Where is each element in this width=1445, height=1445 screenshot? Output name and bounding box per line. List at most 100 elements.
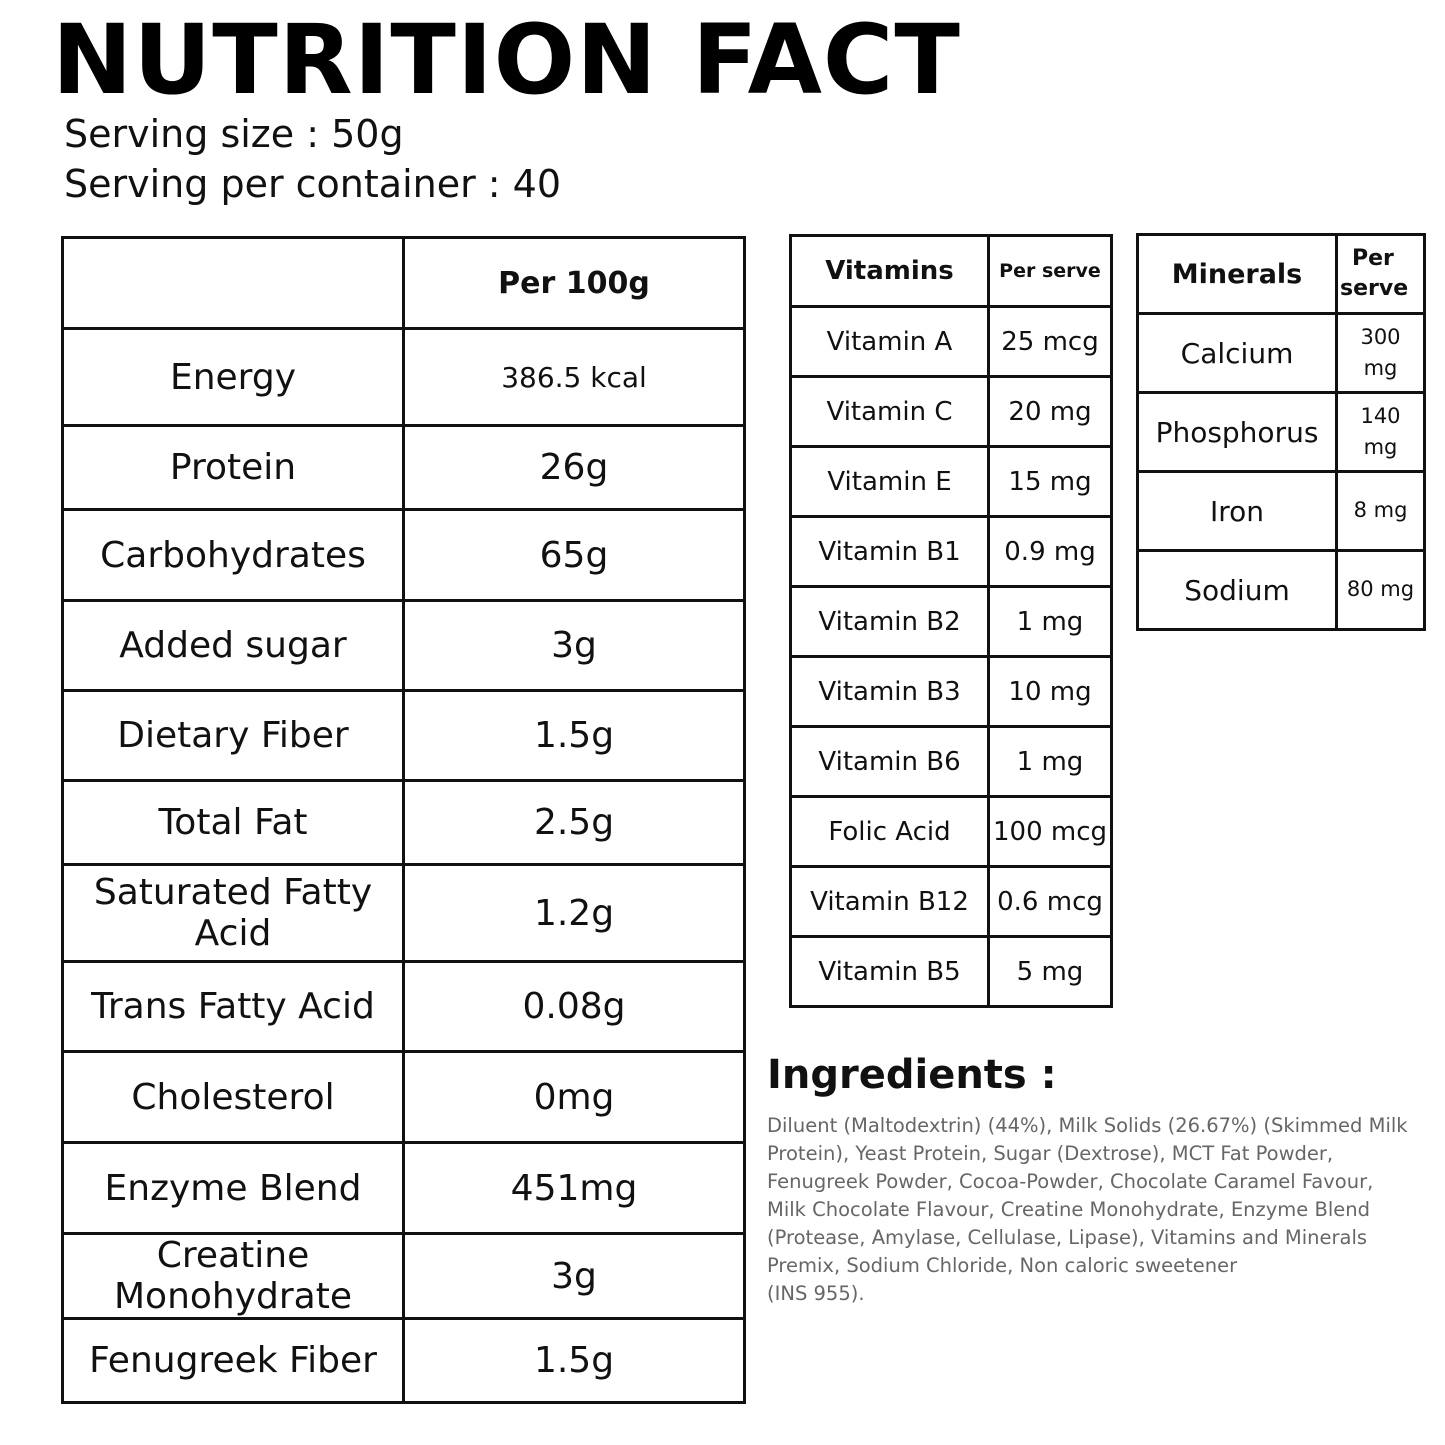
vitamin-value: 20 mg bbox=[987, 375, 1113, 448]
table-row: Energy 386.5 kcal bbox=[61, 327, 746, 427]
vitamins-per-serve-header: Per serve bbox=[987, 234, 1113, 308]
nutrient-name: Saturated Fatty Acid bbox=[61, 863, 405, 963]
mineral-value-line-1: 8 mg bbox=[1353, 498, 1408, 523]
vitamin-value: 25 mcg bbox=[987, 305, 1113, 378]
nutrient-name: Creatine Monohydrate bbox=[61, 1232, 405, 1320]
table-row: Vitamin B3 10 mg bbox=[789, 655, 1113, 728]
vitamin-name: Vitamin C bbox=[789, 375, 990, 448]
table-row: Trans Fatty Acid 0.08g bbox=[61, 960, 746, 1053]
ingredients-line: Premix, Sodium Chloride, Non caloric swe… bbox=[767, 1254, 1238, 1277]
vitamin-value: 0.9 mg bbox=[987, 515, 1113, 588]
nutrient-value: 0mg bbox=[402, 1050, 746, 1144]
table-row: Phosphorus 140 mg bbox=[1136, 391, 1426, 473]
vitamin-name: Vitamin E bbox=[789, 445, 990, 518]
vitamins-header-row: Vitamins Per serve bbox=[789, 234, 1113, 308]
vitamin-name: Vitamin B12 bbox=[789, 865, 990, 938]
mineral-value: 300 mg bbox=[1335, 312, 1426, 394]
ingredients-line: (INS 955). bbox=[767, 1282, 865, 1305]
vitamin-name: Vitamin B3 bbox=[789, 655, 990, 728]
nutrition-table: Per 100g Energy 386.5 kcal Protein 26g C… bbox=[61, 236, 746, 1404]
vitamin-value: 10 mg bbox=[987, 655, 1113, 728]
vitamin-value: 0.6 mcg bbox=[987, 865, 1113, 938]
table-row: Saturated Fatty Acid 1.2g bbox=[61, 863, 746, 963]
ingredients-line: Milk Chocolate Flavour, Creatine Monohyd… bbox=[767, 1198, 1371, 1221]
nutrient-value: 26g bbox=[402, 424, 746, 511]
nutrient-name: Added sugar bbox=[61, 599, 405, 692]
vitamin-value: 100 mcg bbox=[987, 795, 1113, 868]
table-row: Cholesterol 0mg bbox=[61, 1050, 746, 1144]
nutrient-name: Trans Fatty Acid bbox=[61, 960, 405, 1053]
vitamin-value: 1 mg bbox=[987, 585, 1113, 658]
mineral-value-line-2: mg bbox=[1363, 356, 1398, 380]
ingredients-text: Diluent (Maltodextrin) (44%), Milk Solid… bbox=[767, 1112, 1429, 1308]
mineral-name: Phosphorus bbox=[1136, 391, 1338, 473]
vitamin-name: Vitamin A bbox=[789, 305, 990, 378]
nutrient-name: Fenugreek Fiber bbox=[61, 1317, 405, 1404]
nutrient-name: Carbohydrates bbox=[61, 508, 405, 602]
table-row: Carbohydrates 65g bbox=[61, 508, 746, 602]
table-row: Vitamin A 25 mcg bbox=[789, 305, 1113, 378]
ingredients-line: Fenugreek Powder, Cocoa-Powder, Chocolat… bbox=[767, 1170, 1374, 1193]
vitamin-name: Vitamin B1 bbox=[789, 515, 990, 588]
nutrient-value: 1.2g bbox=[402, 863, 746, 963]
nutrient-name: Enzyme Blend bbox=[61, 1141, 405, 1235]
table-row: Enzyme Blend 451mg bbox=[61, 1141, 746, 1235]
mineral-name: Sodium bbox=[1136, 549, 1338, 631]
nutrient-value: 3g bbox=[402, 1232, 746, 1320]
nutrient-value: 1.5g bbox=[402, 689, 746, 782]
table-row: Vitamin B12 0.6 mcg bbox=[789, 865, 1113, 938]
table-row: Creatine Monohydrate 3g bbox=[61, 1232, 746, 1320]
minerals-per-serve-header: Per serve bbox=[1335, 233, 1426, 315]
minerals-header: Minerals bbox=[1136, 233, 1338, 315]
nutrient-value: 1.5g bbox=[402, 1317, 746, 1404]
page-title: NUTRITION FACT bbox=[52, 4, 961, 116]
nutrient-value: 3g bbox=[402, 599, 746, 692]
table-row: Vitamin C 20 mg bbox=[789, 375, 1113, 448]
mineral-value-line-1: 140 bbox=[1360, 403, 1401, 428]
mineral-name: Calcium bbox=[1136, 312, 1338, 394]
vitamin-name: Vitamin B5 bbox=[789, 935, 990, 1008]
table-row: Protein 26g bbox=[61, 424, 746, 511]
nutrient-name: Dietary Fiber bbox=[61, 689, 405, 782]
ingredients-line: Protein), Yeast Protein, Sugar (Dextrose… bbox=[767, 1142, 1334, 1165]
nutrition-header-empty bbox=[61, 236, 405, 330]
table-row: Vitamin B6 1 mg bbox=[789, 725, 1113, 798]
table-row: Fenugreek Fiber 1.5g bbox=[61, 1317, 746, 1404]
nutrition-header-value: Per 100g bbox=[402, 236, 746, 330]
nutrient-value: 65g bbox=[402, 508, 746, 602]
nutrient-value: 451mg bbox=[402, 1141, 746, 1235]
table-row: Added sugar 3g bbox=[61, 599, 746, 692]
vitamins-table: Vitamins Per serve Vitamin A 25 mcg Vita… bbox=[789, 234, 1113, 1008]
mineral-value-line-2: mg bbox=[1363, 435, 1398, 459]
vitamins-header: Vitamins bbox=[789, 234, 990, 308]
serving-size: Serving size : 50g bbox=[64, 112, 404, 156]
nutrient-name: Cholesterol bbox=[61, 1050, 405, 1144]
per-serve-line-1: Per bbox=[1352, 246, 1394, 272]
mineral-value-line-1: 80 mg bbox=[1346, 577, 1415, 602]
table-row: Total Fat 2.5g bbox=[61, 779, 746, 866]
ingredients-line: (Protease, Amylase, Cellulase, Lipase), … bbox=[767, 1226, 1368, 1249]
vitamin-value: 5 mg bbox=[987, 935, 1113, 1008]
nutrient-name: Energy bbox=[61, 327, 405, 427]
nutrient-name: Protein bbox=[61, 424, 405, 511]
vitamin-name: Vitamin B6 bbox=[789, 725, 990, 798]
table-row: Calcium 300 mg bbox=[1136, 312, 1426, 394]
nutrient-name: Total Fat bbox=[61, 779, 405, 866]
vitamin-name: Vitamin B2 bbox=[789, 585, 990, 658]
table-row: Folic Acid 100 mcg bbox=[789, 795, 1113, 868]
per-serve-line-2: serve bbox=[1340, 276, 1409, 301]
minerals-header-row: Minerals Per serve bbox=[1136, 233, 1426, 315]
mineral-value-line-1: 300 bbox=[1360, 324, 1401, 349]
nutrient-value: 0.08g bbox=[402, 960, 746, 1053]
mineral-value: 80 mg bbox=[1335, 549, 1426, 631]
table-row: Dietary Fiber 1.5g bbox=[61, 689, 746, 782]
mineral-value: 140 mg bbox=[1335, 391, 1426, 473]
table-row: Vitamin B5 5 mg bbox=[789, 935, 1113, 1008]
nutrition-header-row: Per 100g bbox=[61, 236, 746, 330]
table-row: Iron 8 mg bbox=[1136, 470, 1426, 552]
table-row: Vitamin B1 0.9 mg bbox=[789, 515, 1113, 588]
table-row: Vitamin B2 1 mg bbox=[789, 585, 1113, 658]
table-row: Sodium 80 mg bbox=[1136, 549, 1426, 631]
servings-per-container: Serving per container : 40 bbox=[64, 162, 562, 206]
nutrient-value: 386.5 kcal bbox=[402, 327, 746, 427]
